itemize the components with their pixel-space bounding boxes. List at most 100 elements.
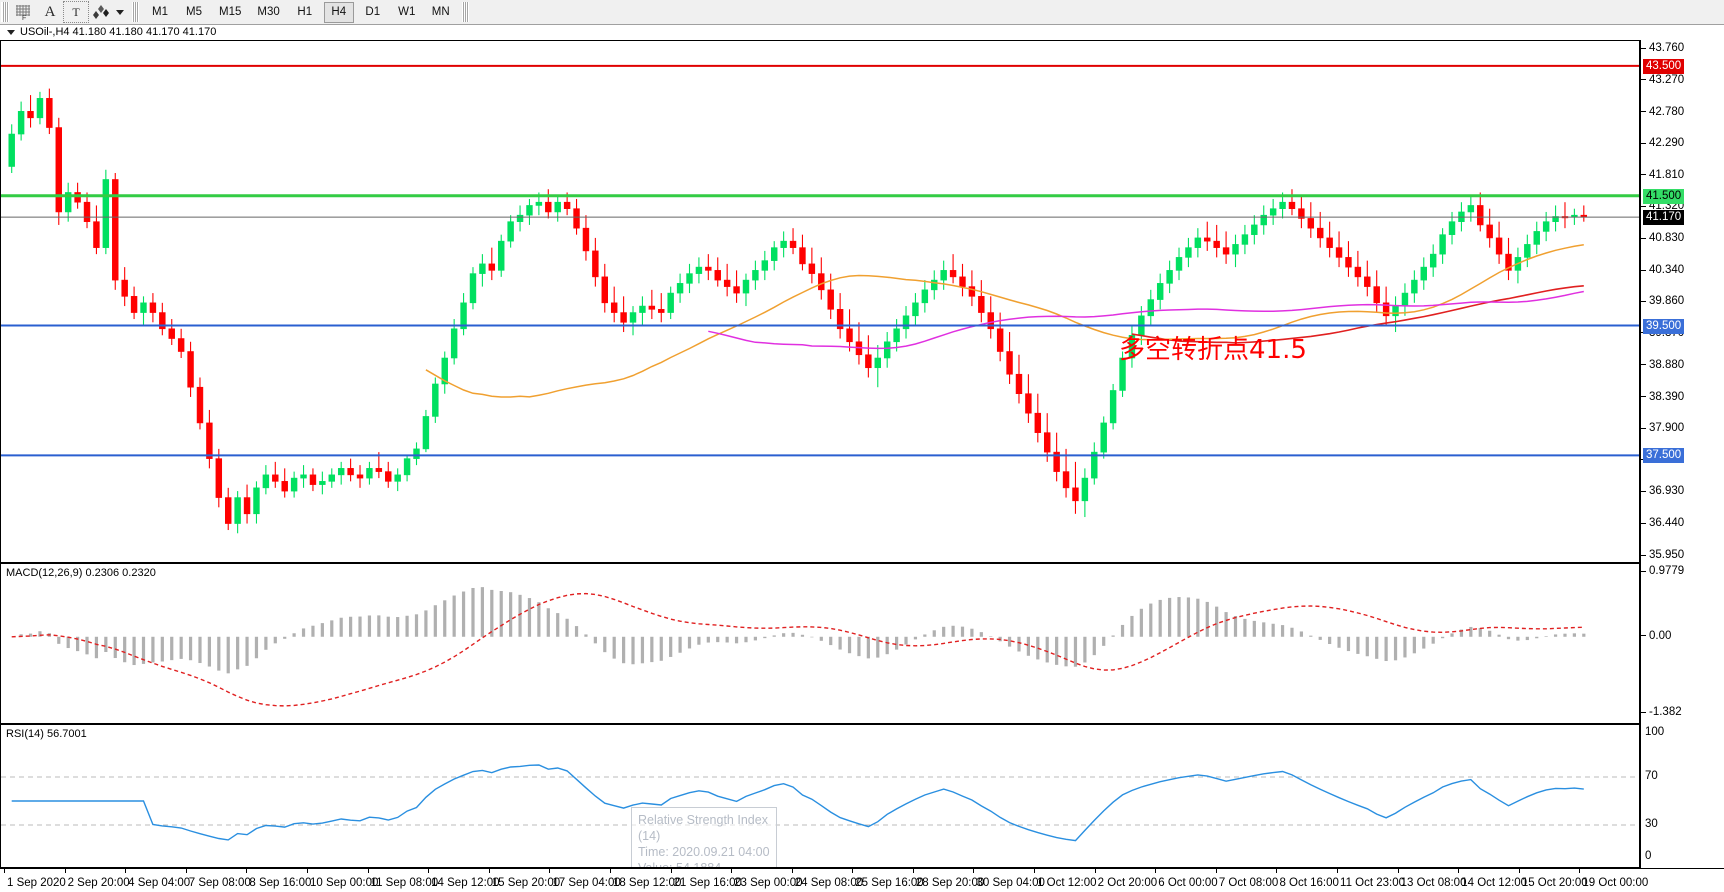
timeframe-button-m5[interactable]: M5 (186, 6, 202, 18)
toolbar-grip[interactable] (1, 2, 9, 22)
macd-signal-line (11, 592, 1584, 707)
time-label-23: 13 Oct 08:00 (1400, 877, 1467, 889)
ma-red-line (1131, 285, 1584, 344)
time-label-24: 14 Oct 12:00 (1461, 877, 1528, 889)
time-label-19: 6 Oct 00:00 (1158, 877, 1218, 889)
time-label-17: 1 Oct 12:00 (1037, 877, 1097, 889)
timeframe-button-h1[interactable]: H1 (297, 6, 313, 18)
time-label-12: 23 Sep 00:00 (734, 877, 803, 889)
time-label-0: 1 Sep 2020 (7, 877, 66, 889)
time-tick-3 (185, 869, 187, 873)
timeframe-button-m1[interactable]: M1 (152, 6, 168, 18)
tooltip-time: Time: 2020.09.21 04:00 (638, 845, 770, 859)
time-tick-21 (1276, 869, 1278, 873)
macd-tick-1: 0.00 (1641, 630, 1671, 642)
time-label-8: 15 Sep 20:00 (491, 877, 561, 889)
crosshair-grid-icon[interactable]: F (11, 1, 37, 23)
time-label-25: 15 Oct 20:00 (1521, 877, 1588, 889)
rsi-tick-0: 100 (1645, 726, 1665, 738)
time-tick-22 (1337, 869, 1339, 873)
time-tick-25 (1518, 869, 1520, 873)
text-label-icon[interactable]: A (44, 3, 56, 20)
time-label-13: 24 Sep 08:00 (794, 877, 864, 889)
time-tick-9 (549, 869, 551, 873)
price-tick-1: 43.270 (1641, 74, 1684, 86)
timeframe-button-w1[interactable]: W1 (398, 6, 416, 18)
time-tick-17 (1034, 869, 1036, 873)
price-axis[interactable]: 43.760 43.270 42.780 42.290 41.810 41.320 40.8… (1640, 40, 1724, 563)
timeframe-button-mn[interactable]: MN (431, 6, 450, 18)
ma-orange-line (425, 244, 1584, 398)
timeframe-button-m15[interactable]: M15 (219, 6, 242, 18)
time-label-18: 2 Oct 20:00 (1097, 877, 1158, 889)
price-tick-14: 36.930 (1641, 485, 1684, 497)
time-tick-7 (428, 869, 430, 873)
price-chart-pane[interactable]: 多空转折点41.5 (0, 40, 1640, 563)
rsi-svg (1, 764, 1639, 842)
macd-tick-2: -1.382 (1641, 706, 1682, 718)
time-tick-0 (4, 869, 5, 873)
symbol-info-text: USOil-,H4 41.180 41.180 41.170 41.170 (20, 26, 217, 38)
time-label-7: 14 Sep 12:00 (431, 877, 500, 889)
support1-price-tag[interactable]: 39.500 (1643, 318, 1685, 334)
time-tick-6 (367, 869, 369, 873)
time-label-3: 7 Sep 08:00 (188, 877, 251, 889)
time-label-2: 4 Sep 04:00 (128, 877, 191, 889)
time-label-22: 11 Oct 23:00 (1340, 877, 1406, 889)
text-box-icon[interactable]: T (63, 1, 89, 23)
rsi-tooltip: Relative Strength Index (14) Time: 2020.… (631, 807, 777, 868)
time-axis[interactable]: 1 Sep 2020 2 Sep 20:00 4 Sep 04:00 7 Sep 08… (0, 868, 1724, 892)
indicators-icon[interactable] (89, 1, 115, 23)
macd-axis: 0.9779 0.00 -1.382 (1640, 563, 1724, 724)
chevron-down-icon[interactable] (7, 29, 15, 35)
time-tick-23 (1397, 869, 1399, 873)
time-label-9: 17 Sep 04:00 (552, 877, 621, 889)
toolbar-separator (132, 2, 139, 22)
time-tick-18 (1094, 869, 1096, 873)
price-tick-2: 42.780 (1641, 106, 1684, 118)
time-tick-2 (125, 869, 127, 873)
time-label-20: 7 Oct 08:00 (1218, 877, 1279, 889)
time-label-5: 10 Sep 00:00 (309, 877, 379, 889)
time-tick-10 (609, 869, 611, 873)
timeframe-button-m30[interactable]: M30 (257, 6, 280, 18)
time-label-4: 8 Sep 16:00 (249, 877, 312, 889)
macd-svg (11, 587, 1586, 707)
time-tick-12 (731, 869, 733, 873)
indicators-dropdown-caret-icon[interactable] (116, 9, 124, 15)
macd-pane[interactable]: MACD(12,26,9) 0.2306 0.2320 (0, 563, 1640, 724)
price-tick-11: 38.390 (1641, 391, 1684, 403)
price-tick-8: 39.860 (1641, 295, 1684, 307)
symbol-info-bar: USOil-,H4 41.180 41.180 41.170 41.170 (0, 25, 1724, 39)
time-tick-5 (306, 869, 308, 873)
tooltip-title: Relative Strength Index (638, 813, 768, 827)
time-label-14: 25 Sep 16:00 (855, 877, 924, 889)
rsi-tick-1: 70 (1645, 770, 1658, 782)
chart-annotation-text: 多空转折点41.5 (1119, 335, 1307, 365)
pivot-price-tag[interactable]: 41.500 (1643, 188, 1685, 204)
resistance-price-tag[interactable]: 43.500 (1643, 58, 1685, 74)
timeframe-button-h4[interactable]: H4 (323, 1, 354, 23)
timeframe-group: M1 M5 M15 M30 H1 H4 D1 W1 MN (143, 1, 458, 23)
time-label-21: 8 Oct 16:00 (1279, 877, 1339, 889)
time-tick-8 (488, 869, 490, 873)
time-label-15: 28 Sep 20:00 (915, 877, 985, 889)
time-tick-11 (670, 869, 672, 873)
rsi-tick-3: 0 (1645, 850, 1652, 862)
rsi-tick-2: 30 (1645, 818, 1658, 830)
time-tick-13 (791, 869, 793, 873)
rsi-line (11, 764, 1584, 842)
macd-pane-label: MACD(12,26,9) 0.2306 0.2320 (6, 567, 156, 579)
rsi-pane[interactable]: RSI(14) 56.7001 Relative Strength Index … (0, 724, 1640, 868)
price-tick-10: 38.880 (1641, 359, 1684, 371)
last-price-tag[interactable]: 41.170 (1643, 210, 1685, 226)
price-tick-0: 43.760 (1641, 42, 1684, 54)
support2-price-tag[interactable]: 37.500 (1643, 448, 1685, 464)
time-tick-1 (64, 869, 66, 873)
price-tick-6: 40.830 (1641, 232, 1684, 244)
tooltip-value: Value: 54.1884 (638, 861, 722, 868)
time-label-11: 21 Sep 16:00 (673, 877, 742, 889)
rsi-pane-label: RSI(14) 56.7001 (6, 728, 87, 740)
timeframe-button-d1[interactable]: D1 (365, 6, 381, 18)
time-tick-26 (1579, 869, 1581, 873)
